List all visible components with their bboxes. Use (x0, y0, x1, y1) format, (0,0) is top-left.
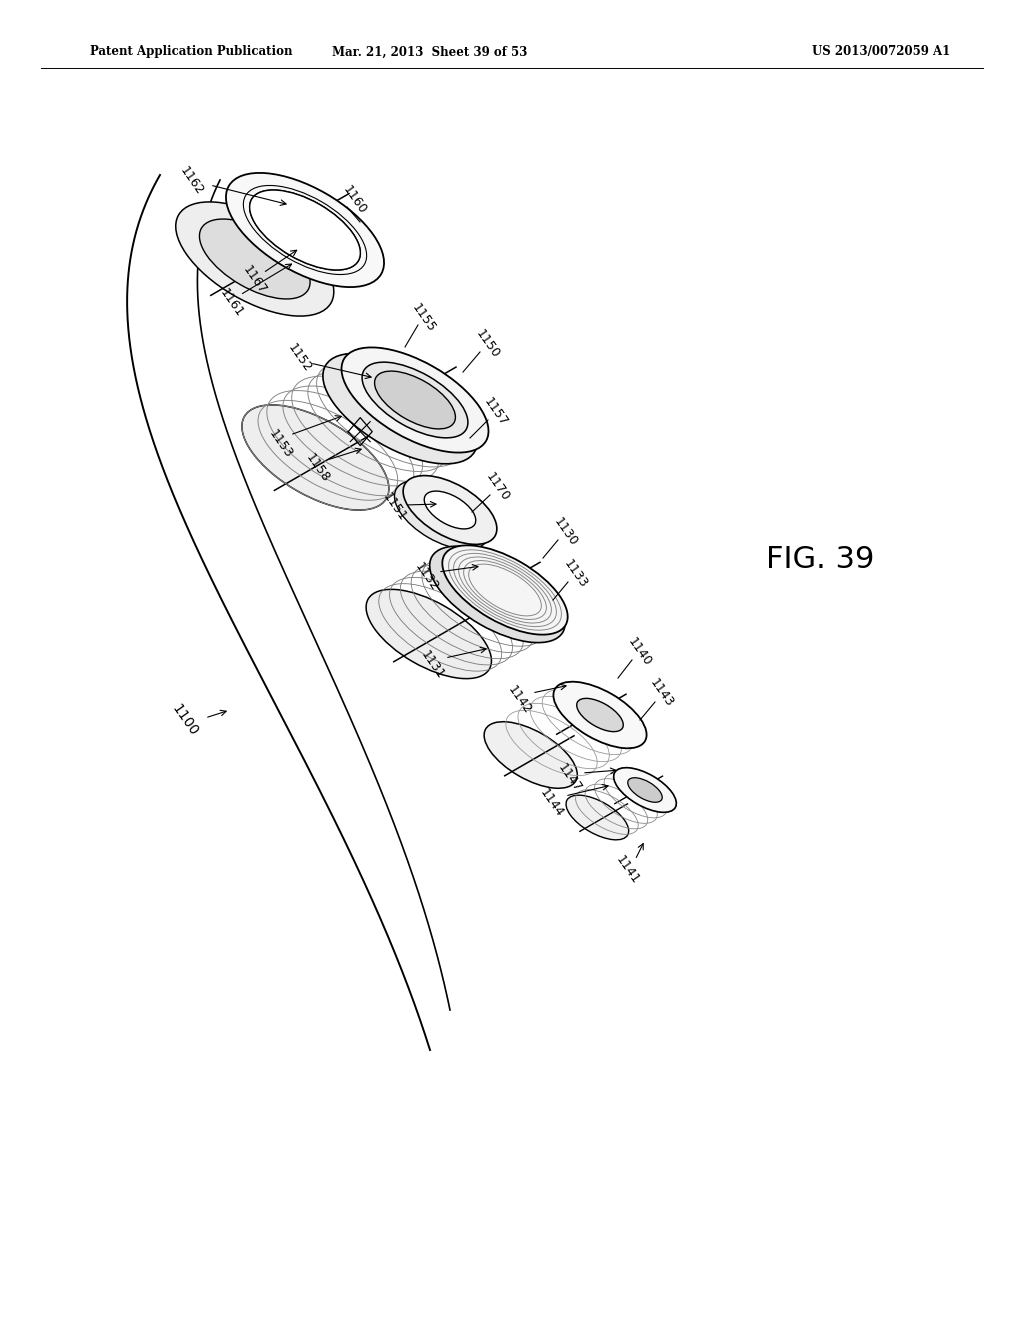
Text: 1144: 1144 (538, 787, 566, 820)
Ellipse shape (242, 405, 389, 510)
Ellipse shape (362, 362, 468, 438)
Ellipse shape (226, 173, 384, 286)
Text: 1100: 1100 (169, 701, 201, 738)
Text: 1170: 1170 (483, 470, 512, 504)
Ellipse shape (484, 722, 578, 788)
Text: 1167: 1167 (241, 263, 269, 297)
Text: 1133: 1133 (561, 557, 591, 590)
Ellipse shape (613, 768, 676, 812)
Ellipse shape (394, 480, 488, 549)
Text: 1147: 1147 (556, 762, 585, 795)
Text: 1150: 1150 (473, 327, 503, 360)
Text: US 2013/0072059 A1: US 2013/0072059 A1 (812, 45, 950, 58)
Ellipse shape (367, 589, 492, 678)
Ellipse shape (323, 354, 477, 463)
Text: 1153: 1153 (266, 428, 295, 461)
Ellipse shape (176, 202, 334, 315)
Ellipse shape (375, 371, 456, 429)
Text: 1155: 1155 (410, 301, 438, 335)
Text: 1157: 1157 (481, 395, 510, 429)
Ellipse shape (403, 475, 497, 544)
Text: 1161: 1161 (218, 286, 247, 319)
Ellipse shape (577, 698, 624, 731)
Text: Patent Application Publication: Patent Application Publication (90, 45, 293, 58)
Text: Mar. 21, 2013  Sheet 39 of 53: Mar. 21, 2013 Sheet 39 of 53 (333, 45, 527, 58)
Text: 1140: 1140 (626, 635, 654, 669)
Text: 1158: 1158 (303, 451, 333, 484)
Text: 1130: 1130 (552, 515, 581, 549)
Text: 1131: 1131 (419, 648, 447, 681)
Text: 1142: 1142 (506, 684, 535, 717)
Ellipse shape (341, 347, 488, 453)
Ellipse shape (250, 190, 360, 271)
Text: 1132: 1132 (413, 561, 441, 594)
Text: 1160: 1160 (341, 183, 370, 216)
Ellipse shape (566, 795, 629, 840)
Text: FIG. 39: FIG. 39 (766, 545, 874, 574)
Ellipse shape (628, 777, 663, 803)
Ellipse shape (424, 491, 476, 529)
Ellipse shape (442, 545, 567, 635)
Ellipse shape (200, 219, 310, 298)
Ellipse shape (250, 190, 360, 271)
Text: 1162: 1162 (177, 165, 207, 198)
Text: 1151: 1151 (381, 490, 410, 524)
Ellipse shape (553, 681, 646, 748)
Text: 1141: 1141 (613, 853, 642, 887)
Ellipse shape (430, 546, 565, 643)
Text: 1152: 1152 (286, 342, 314, 375)
Text: 1143: 1143 (647, 676, 677, 710)
